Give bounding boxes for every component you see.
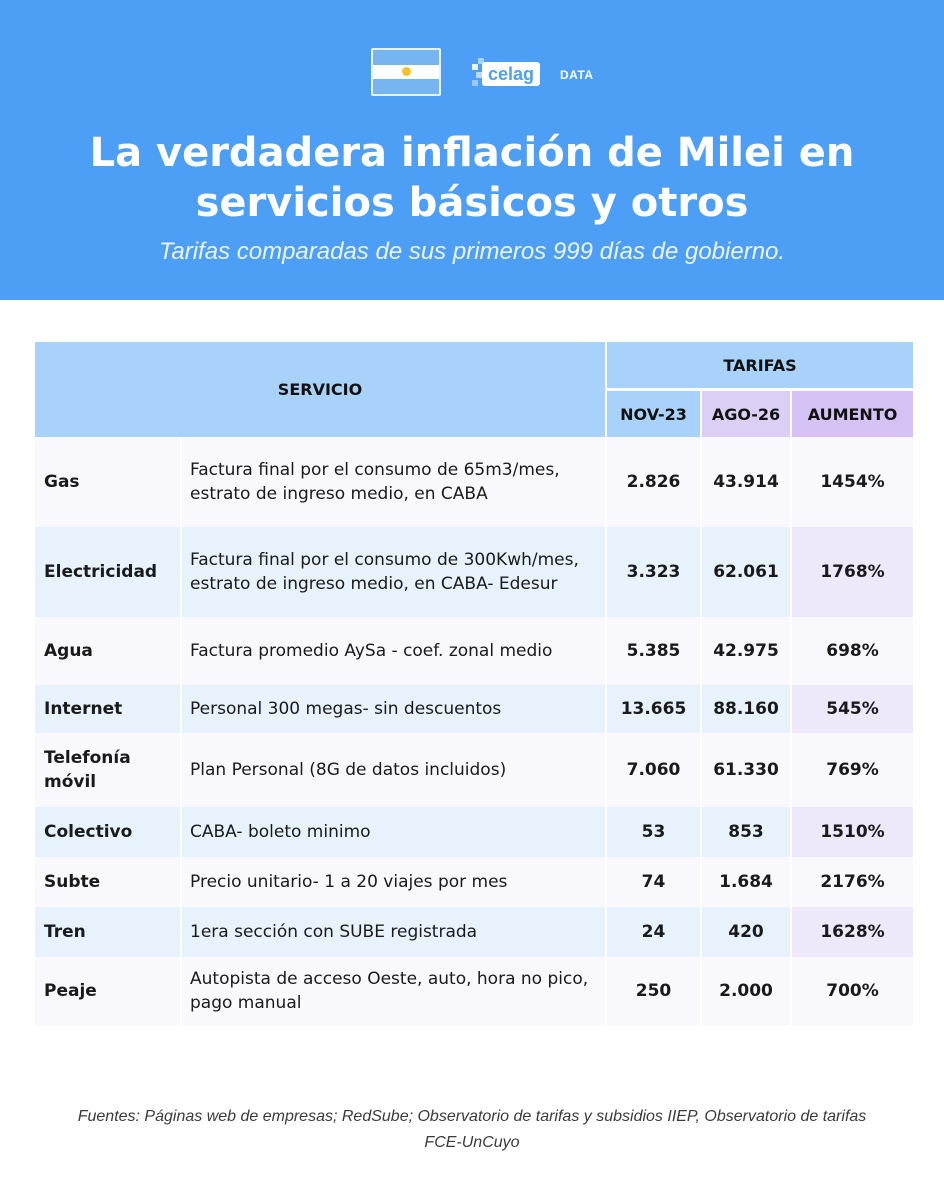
argentina-flag-icon [371, 48, 441, 96]
price-ago-26: 88.160 [702, 685, 792, 733]
table-row: Colectivo CABA- boleto minimo 53 853 151… [35, 807, 914, 857]
service-name: Internet [35, 685, 182, 733]
increase-percent: 545% [792, 685, 914, 733]
page-subtitle: Tarifas comparadas de sus primeros 999 d… [158, 238, 786, 265]
price-ago-26: 42.975 [702, 617, 792, 685]
price-nov-23: 24 [607, 907, 702, 957]
sources-note: Fuentes: Páginas web de empresas; RedSub… [77, 1108, 867, 1151]
price-nov-23: 250 [607, 957, 702, 1025]
price-nov-23: 13.665 [607, 685, 702, 733]
increase-percent: 769% [792, 733, 914, 807]
header-banner: celag DATA La verdadera inflación de Mil… [0, 0, 944, 300]
price-ago-26: 420 [702, 907, 792, 957]
increase-percent: 1628% [792, 907, 914, 957]
service-name: Electricidad [35, 527, 182, 617]
service-name: Tren [35, 907, 182, 957]
table-row: Tren 1era sección con SUBE registrada 24… [35, 907, 914, 957]
price-ago-26: 1.684 [702, 857, 792, 907]
header-nov-23: NOV-23 [607, 391, 702, 437]
price-ago-26: 62.061 [702, 527, 792, 617]
logo-suffix: DATA [560, 68, 594, 82]
service-name: Agua [35, 617, 182, 685]
service-description: CABA- boleto minimo [182, 807, 607, 857]
increase-percent: 1454% [792, 437, 914, 527]
service-description: Factura final por el consumo de 300Kwh/m… [182, 527, 607, 617]
tariffs-table: SERVICIO TARIFAS NOV-23 AGO-26 AUMENTO G… [35, 342, 914, 1025]
header-ago-26: AGO-26 [702, 391, 792, 437]
table-row: Subte Precio unitario- 1 a 20 viajes por… [35, 857, 914, 907]
logo-text: celag [482, 62, 541, 86]
table-row: Internet Personal 300 megas- sin descuen… [35, 685, 914, 733]
increase-percent: 1510% [792, 807, 914, 857]
table-row: Gas Factura final por el consumo de 65m3… [35, 437, 914, 527]
header-tarifas: TARIFAS [607, 342, 914, 391]
table-row: Telefonía móvil Plan Personal (8G de dat… [35, 733, 914, 807]
service-name: Gas [35, 437, 182, 527]
service-name: Subte [35, 857, 182, 907]
service-name: Peaje [35, 957, 182, 1025]
price-nov-23: 2.826 [607, 437, 702, 527]
increase-percent: 698% [792, 617, 914, 685]
price-ago-26: 61.330 [702, 733, 792, 807]
price-nov-23: 53 [607, 807, 702, 857]
service-name: Telefonía móvil [35, 733, 182, 807]
increase-percent: 1768% [792, 527, 914, 617]
header-aumento: AUMENTO [792, 391, 914, 437]
title-line-2: servicios básicos y otros [195, 180, 749, 226]
price-ago-26: 2.000 [702, 957, 792, 1025]
title-line-1: La verdadera inflación de Milei en [89, 130, 855, 176]
table-row: Peaje Autopista de acceso Oeste, auto, h… [35, 957, 914, 1025]
increase-percent: 700% [792, 957, 914, 1025]
service-description: Autopista de acceso Oeste, auto, hora no… [182, 957, 607, 1025]
price-ago-26: 853 [702, 807, 792, 857]
increase-percent: 2176% [792, 857, 914, 907]
table-row: Agua Factura promedio AySa - coef. zonal… [35, 617, 914, 685]
service-description: 1era sección con SUBE registrada [182, 907, 607, 957]
service-description: Precio unitario- 1 a 20 viajes por mes [182, 857, 607, 907]
service-name: Colectivo [35, 807, 182, 857]
service-description: Factura final por el consumo de 65m3/mes… [182, 437, 607, 527]
price-nov-23: 74 [607, 857, 702, 907]
service-description: Personal 300 megas- sin descuentos [182, 685, 607, 733]
price-nov-23: 3.323 [607, 527, 702, 617]
page-title: La verdadera inflación de Milei en servi… [0, 128, 944, 228]
price-nov-23: 7.060 [607, 733, 702, 807]
table-row: Electricidad Factura final por el consum… [35, 527, 914, 617]
service-description: Factura promedio AySa - coef. zonal medi… [182, 617, 607, 685]
header-servicio: SERVICIO [35, 342, 607, 437]
service-description: Plan Personal (8G de datos incluidos) [182, 733, 607, 807]
price-nov-23: 5.385 [607, 617, 702, 685]
price-ago-26: 43.914 [702, 437, 792, 527]
